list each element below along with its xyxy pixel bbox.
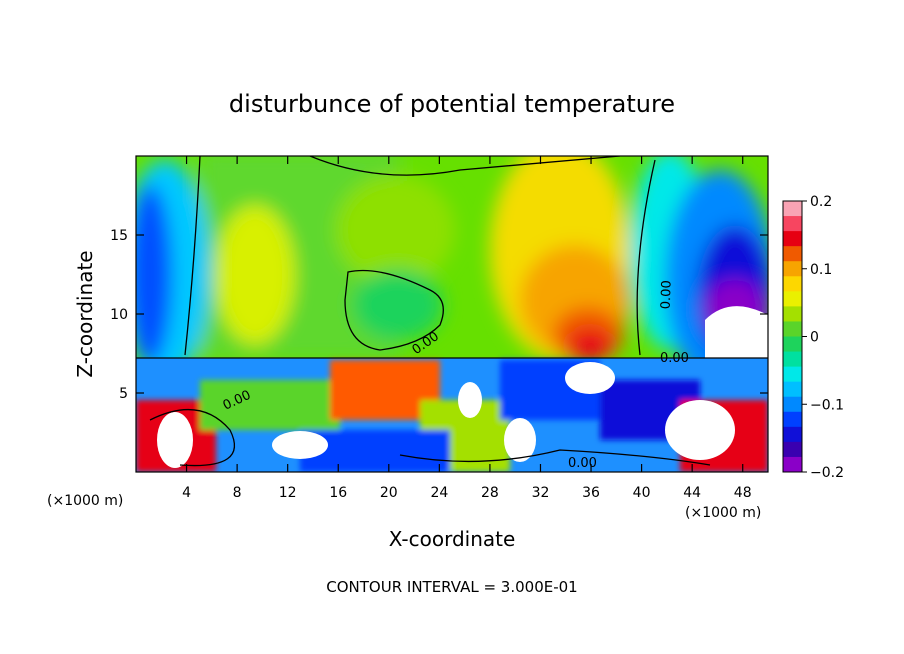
colorbar-tick-label: −0.1 [810,397,844,413]
colorbar-swatch [783,246,802,262]
colorbar-swatch [783,231,802,247]
colorbar-swatch [783,306,802,322]
colorbar-swatch [783,381,802,398]
chart-title: disturbunce of potential temperature [229,90,675,118]
colorbar-tick-label: 0.2 [810,194,832,210]
y-tick-label: 5 [119,386,128,402]
x-axis: 4 8 12 16 20 24 28 32 36 40 44 48 [182,156,752,501]
x-tick-label: 20 [380,485,398,501]
colorbar: 0.2 0.1 0 −0.1 −0.2 [782,194,844,481]
colorbar-swatch [783,351,802,368]
colorbar-swatch [783,201,802,217]
x-tick-label: 16 [329,485,347,501]
contour-label: 0.00 [568,456,597,471]
x-axis-label: X-coordinate [389,527,516,551]
colorbar-swatch [783,321,802,337]
x-unit-right: (×1000 m) [685,505,761,521]
colorbar-swatch [783,456,802,473]
x-tick-label: 32 [532,485,550,501]
colorbar-swatch [783,261,802,277]
colorbar-swatch [783,216,802,232]
contour-interval-footer: CONTOUR INTERVAL = 3.000E-01 [326,578,577,596]
colorbar-swatch [783,276,802,292]
colorbar-tick-label: 0 [810,330,819,346]
x-tick-label: 24 [430,485,448,501]
contour-label: 0.00 [659,280,675,309]
x-unit-left: (×1000 m) [47,493,123,509]
colorbar-swatch [783,336,802,353]
x-tick-label: 4 [182,485,191,501]
colorbar-swatch [783,441,802,458]
x-tick-label: 12 [279,485,297,501]
colorbar-swatch [783,411,802,428]
x-tick-label: 40 [633,485,651,501]
x-tick-label: 36 [582,485,600,501]
x-tick-label: 48 [734,485,752,501]
colorbar-swatch [783,366,802,383]
y-tick-label: 15 [110,228,128,244]
y-axis: 5 10 15 [110,228,768,402]
x-tick-label: 8 [233,485,242,501]
x-tick-label: 28 [481,485,499,501]
plot-area [136,156,768,472]
y-axis-label: Z-coordinate [73,250,97,377]
y-tick-label: 10 [110,307,128,323]
colorbar-swatch [783,291,802,307]
colorbar-swatch [783,396,802,413]
contour-label: 0.00 [660,351,689,366]
colorbar-tick-label: −0.2 [810,465,844,481]
colorbar-swatch [783,426,802,443]
colorbar-tick-label: 0.1 [810,262,832,278]
x-tick-label: 44 [683,485,701,501]
